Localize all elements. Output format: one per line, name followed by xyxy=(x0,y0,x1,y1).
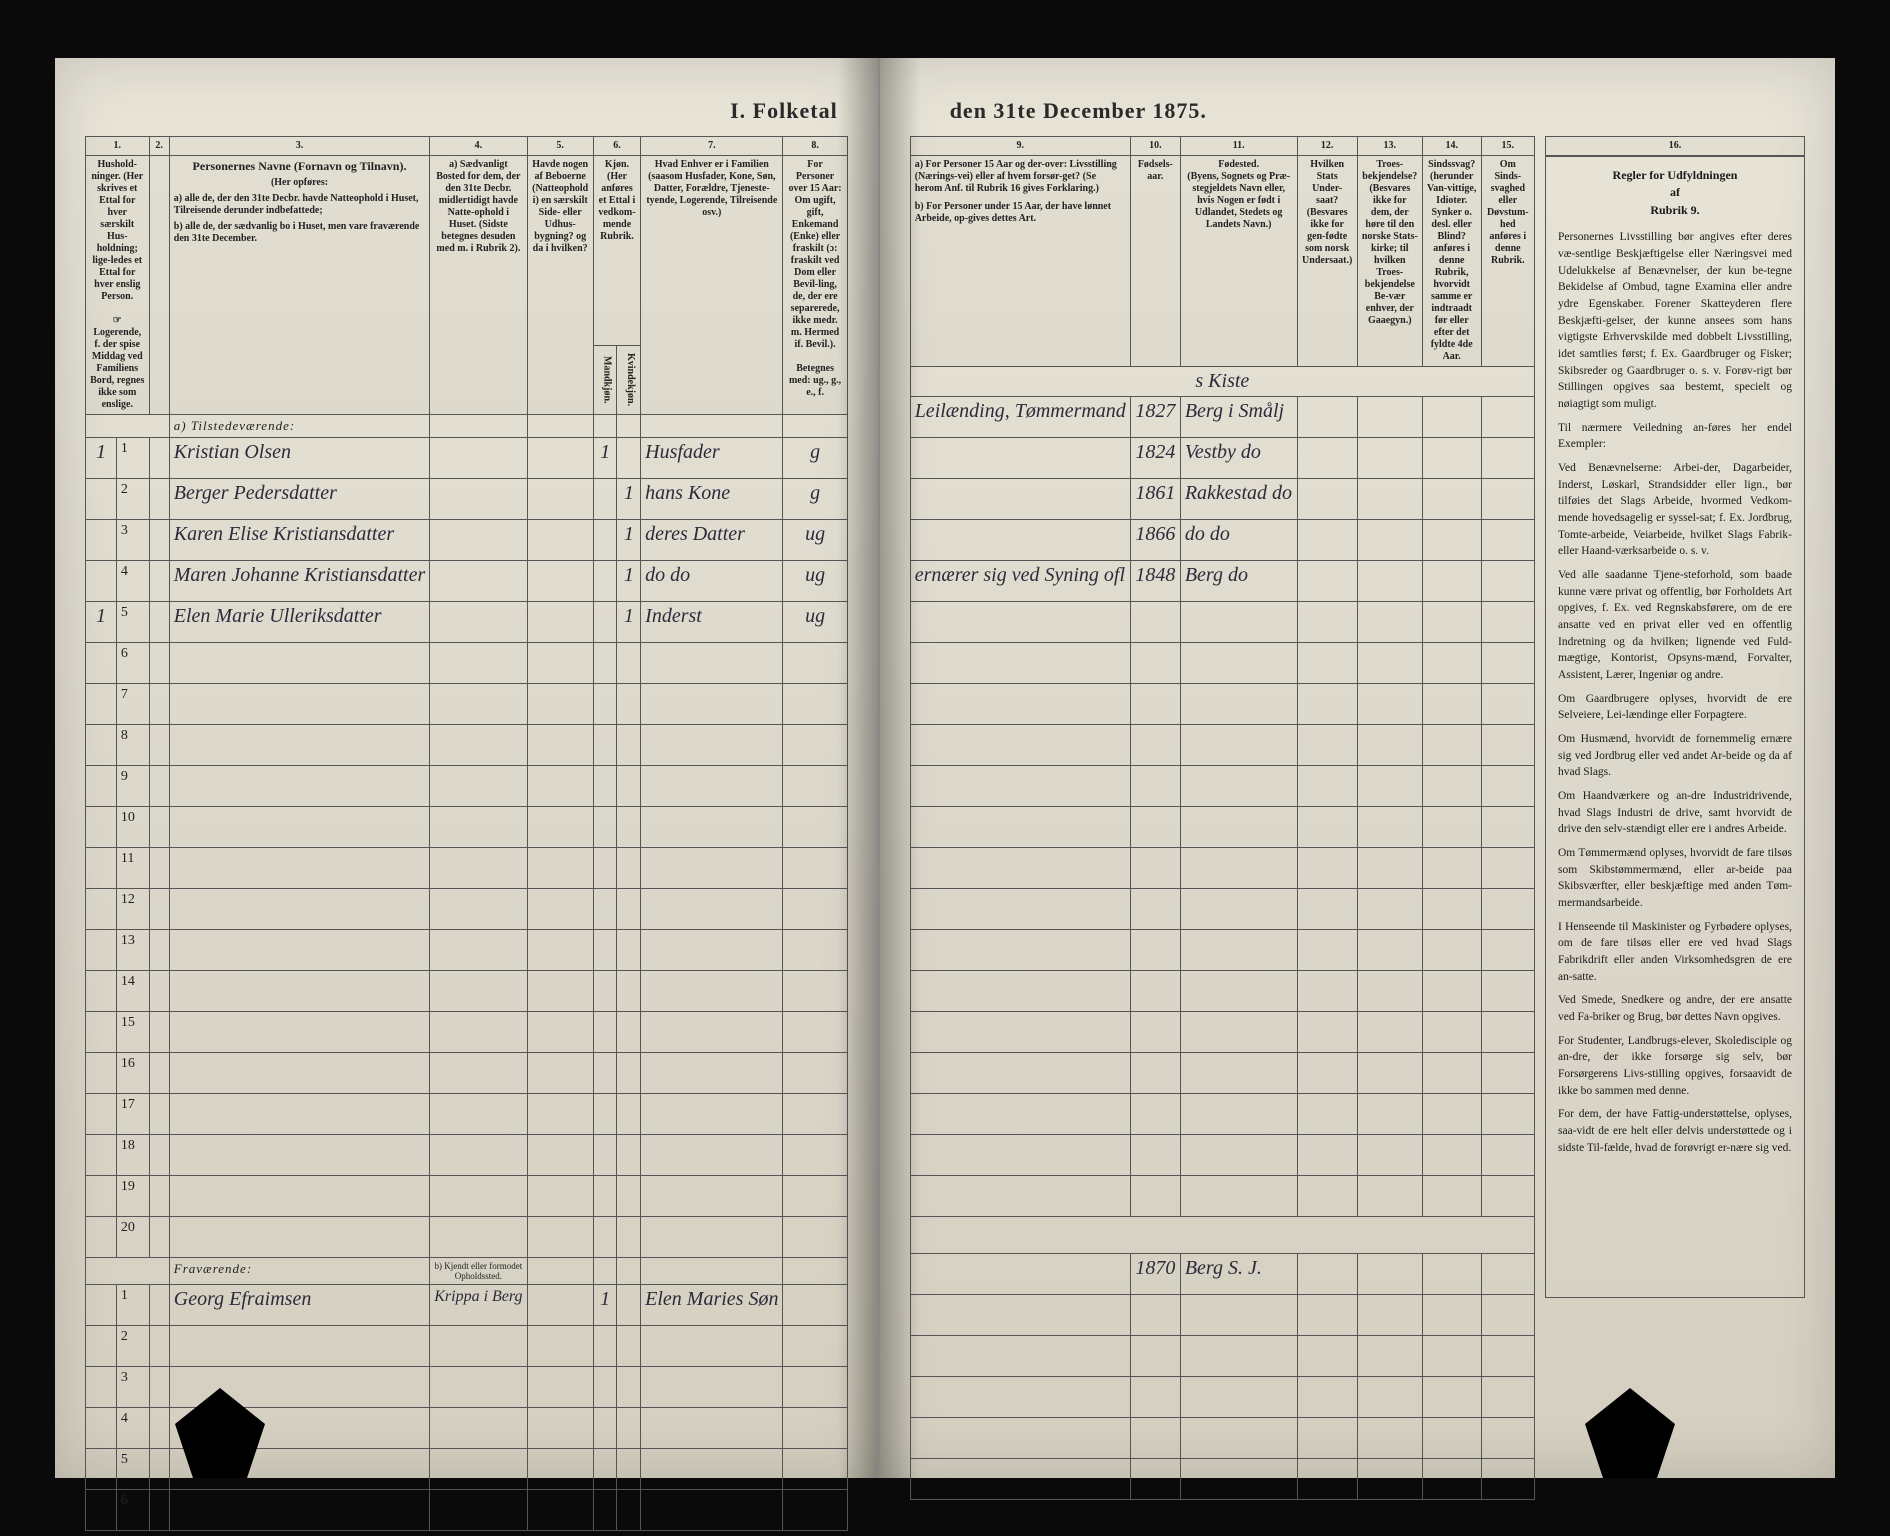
header-row: Hushold-ninger. (Her skrives et Ettal fo… xyxy=(86,156,848,346)
table-row: 4 Maren Johanne Kristiansdatter 1 do do … xyxy=(86,561,848,602)
table-row: 1 5 Elen Marie Ulleriksdatter 1 Inderst … xyxy=(86,602,848,643)
table-row xyxy=(910,602,1534,643)
table-row: ernærer sig ved Syning ofl 1848 Berg do xyxy=(910,561,1534,602)
table-row: Leilænding, Tømmermand 1827 Berg i Smålj xyxy=(910,397,1534,438)
table-row: 11 xyxy=(86,848,848,889)
table-row: 10 xyxy=(86,807,848,848)
table-row: 2 Berger Pedersdatter 1 hans Kone g xyxy=(86,479,848,520)
table-row: 15 xyxy=(86,1012,848,1053)
rules-sidebar: Regler for Udfyldningen af Rubrik 9. Per… xyxy=(1545,156,1805,1298)
table-row xyxy=(910,1336,1534,1377)
table-row: 1870 Berg S. J. xyxy=(910,1254,1534,1295)
table-row xyxy=(910,643,1534,684)
right-page: den 31te December 1875. 9. 10. 11. 12. 1… xyxy=(880,58,1835,1478)
right-table: 9. 10. 11. 12. 13. 14. 15. a) For Person… xyxy=(910,136,1535,1500)
table-row xyxy=(910,1295,1534,1336)
table-row: 1 Georg Efraimsen Krippa i Berg 1 Elen M… xyxy=(86,1285,848,1326)
table-row xyxy=(910,684,1534,725)
left-table: 1. 2. 3. 4. 5. 6. 7. 8. Hushold-ninger. … xyxy=(85,136,848,1531)
title-right: den 31te December 1875. xyxy=(950,98,1805,124)
table-row: 20 xyxy=(86,1217,848,1258)
table-row: 7 xyxy=(86,684,848,725)
table-row: 3 Karen Elise Kristiansdatter 1 deres Da… xyxy=(86,520,848,561)
table-row: 2 xyxy=(86,1326,848,1367)
table-row: 1866 do do xyxy=(910,520,1534,561)
table-row: 6 xyxy=(86,1490,848,1531)
table-row: 9 xyxy=(86,766,848,807)
table-row xyxy=(910,766,1534,807)
table-row xyxy=(910,1459,1534,1500)
header-row-right: a) For Personer 15 Aar og der-over: Livs… xyxy=(910,156,1534,367)
table-row: 1824 Vestby do xyxy=(910,438,1534,479)
section-absent: Fraværende: b) Kjendt eller formodet Oph… xyxy=(86,1258,848,1285)
table-row: 16 xyxy=(86,1053,848,1094)
table-row xyxy=(910,1176,1534,1217)
table-row xyxy=(910,1377,1534,1418)
table-row xyxy=(910,889,1534,930)
table-row: 14 xyxy=(86,971,848,1012)
table-row: 19 xyxy=(86,1176,848,1217)
table-row xyxy=(910,1135,1534,1176)
table-row: 17 xyxy=(86,1094,848,1135)
left-page: I. Folketal 1. 2. 3. 4. 5. 6. 7. 8. Hush… xyxy=(55,58,880,1478)
table-row: 12 xyxy=(86,889,848,930)
table-row: 6 xyxy=(86,643,848,684)
title-left: I. Folketal xyxy=(105,98,838,124)
section-present: a) Tilstedeværende: xyxy=(86,415,848,438)
table-row xyxy=(910,1053,1534,1094)
table-row: 13 xyxy=(86,930,848,971)
book-spread: I. Folketal 1. 2. 3. 4. 5. 6. 7. 8. Hush… xyxy=(55,58,1835,1478)
table-row: 8 xyxy=(86,725,848,766)
col-number-row: 1. 2. 3. 4. 5. 6. 7. 8. xyxy=(86,137,848,156)
table-row: 1 1 Kristian Olsen 1 Husfader g xyxy=(86,438,848,479)
table-row xyxy=(910,1012,1534,1053)
table-row: 3 xyxy=(86,1367,848,1408)
table-row xyxy=(910,930,1534,971)
table-row xyxy=(910,725,1534,766)
table-row xyxy=(910,807,1534,848)
table-row: 18 xyxy=(86,1135,848,1176)
table-row xyxy=(910,848,1534,889)
table-row xyxy=(910,1094,1534,1135)
table-row xyxy=(910,971,1534,1012)
col-number-row-right: 9. 10. 11. 12. 13. 14. 15. xyxy=(910,137,1534,156)
table-row xyxy=(910,1418,1534,1459)
table-row: 1861 Rakkestad do xyxy=(910,479,1534,520)
